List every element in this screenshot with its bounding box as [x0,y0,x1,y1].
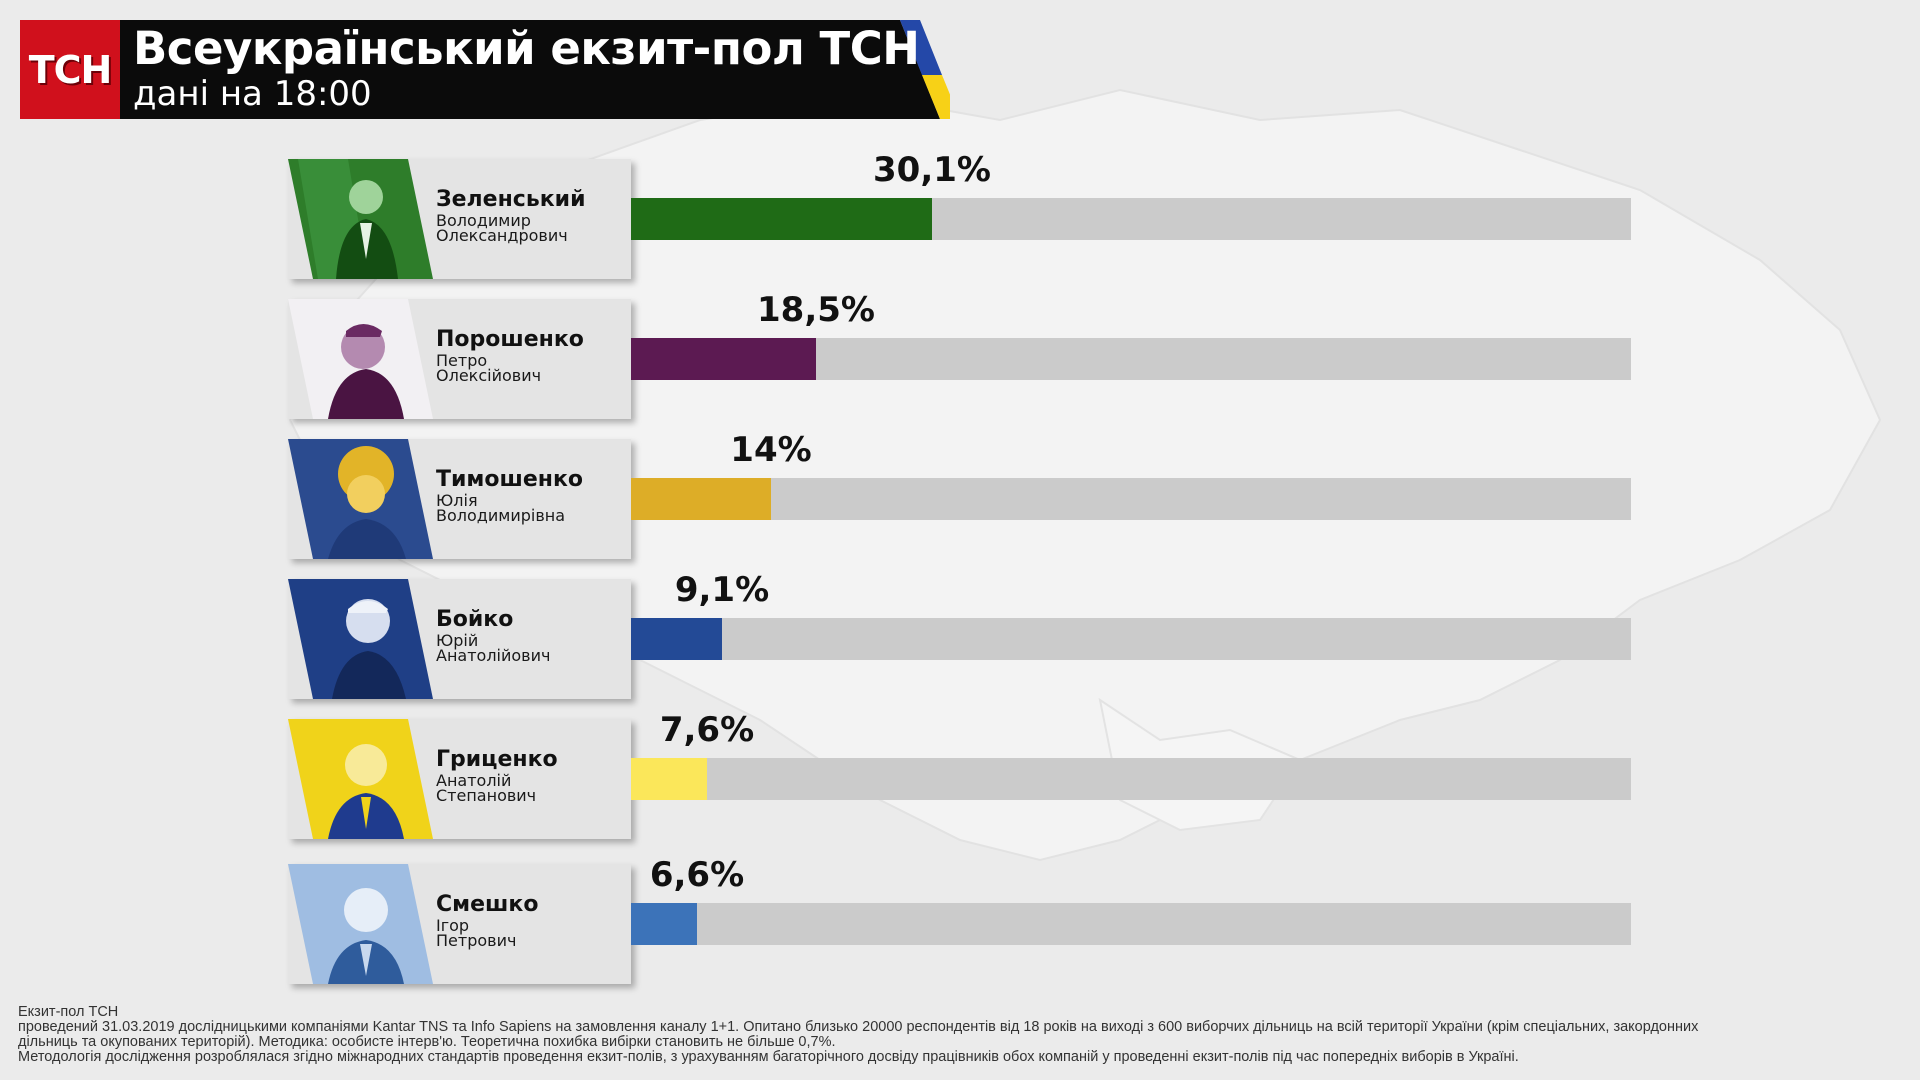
candidate-patronymic: Степанович [436,786,537,805]
bar-poroshenko [631,338,816,380]
bar-track: 7,6% [631,710,1631,800]
bar-zelensky [631,198,932,240]
candidate-card: Тимошенко Юлія Володимирівна [288,439,631,559]
value-label-poroshenko: 18,5% [757,290,875,330]
candidate-patronymic: Петрович [436,931,517,950]
candidate-last-name: Смешко [436,892,539,917]
value-label-tymoshenko: 14% [730,430,812,470]
candidate-first-name: Ігор [436,916,470,935]
candidate-photo-boyko [288,579,433,699]
page-subtitle: дані на 18:00 [133,74,372,114]
page-title: Всеукраїнський екзит-пол ТСН [133,22,920,75]
candidate-row-smeshko: Смешко Ігор Петрович 6,6% [288,855,1633,984]
candidate-card: Порошенко Петро Олексійович [288,299,631,419]
candidate-row-poroshenko: Порошенко Петро Олексійович 18,5% [288,290,1633,419]
bar-track: 9,1% [631,570,1631,660]
candidate-card: Смешко Ігор Петрович [288,864,631,984]
candidate-first-name: Володимир [436,211,531,230]
bar-hrytsenko [631,758,707,800]
candidate-photo-poroshenko [288,299,433,419]
candidate-row-tymoshenko: Тимошенко Юлія Володимирівна 14% [288,430,1633,559]
footnote-title: Екзит-пол ТСН [18,1004,119,1020]
footnote-method: проведений 31.03.2019 дослідницькими ком… [18,1019,1699,1035]
candidate-last-name: Гриценко [436,747,558,772]
candidate-photo-tymoshenko [288,439,433,559]
bar-tymoshenko [631,478,771,520]
bar-track: 18,5% [631,290,1631,380]
bar-track: 14% [631,430,1631,520]
flag-blue-stripe [900,20,942,75]
bar-boyko [631,618,722,660]
value-label-zelensky: 30,1% [873,150,991,190]
candidate-patronymic: Олександрович [436,226,568,245]
candidate-row-zelensky: Зеленський Володимир Олександрович 30,1% [288,150,1633,279]
candidate-first-name: Петро [436,351,488,370]
value-label-smeshko: 6,6% [649,855,745,895]
candidate-row-hrytsenko: Гриценко Анатолій Степанович 7,6% [288,710,1633,839]
candidate-photo-zelensky [288,159,433,279]
candidate-last-name: Порошенко [436,327,584,352]
footnote-method-cont: дільниць та окупованих територій). Метод… [18,1034,836,1050]
candidate-first-name: Анатолій [436,771,512,790]
candidate-card: Бойко Юрій Анатолійович [288,579,631,699]
candidate-row-boyko: Бойко Юрій Анатолійович 9,1% [288,570,1633,699]
header-banner-background [20,20,950,119]
candidate-last-name: Зеленський [436,187,586,212]
candidate-last-name: Бойко [436,607,514,632]
candidate-patronymic: Анатолійович [436,646,551,665]
value-label-boyko: 9,1% [674,570,770,610]
flag-yellow-stripe [922,75,950,119]
header-banner: ТСН Всеукраїнський екзит-пол ТСН дані на… [20,20,950,119]
candidate-photo-smeshko [288,864,433,984]
candidate-first-name: Юрій [436,631,479,650]
tsn-logo: ТСН [20,20,120,119]
candidate-patronymic: Володимирівна [436,506,566,525]
footnote-methodology: Методологія дослідження розроблялася згі… [18,1049,1519,1065]
bar-track: 30,1% [631,150,1631,240]
candidate-patronymic: Олексійович [436,366,542,385]
tsn-logo-text: ТСН [28,47,113,92]
bar-smeshko [631,903,697,945]
bar-track: 6,6% [631,855,1631,945]
candidate-card: Гриценко Анатолій Степанович [288,719,631,839]
footnote: Екзит-пол ТСН проведений 31.03.2019 досл… [18,1005,1893,1065]
candidate-card: Зеленський Володимир Олександрович [288,159,631,279]
candidate-last-name: Тимошенко [436,467,584,492]
candidate-photo-hrytsenko [288,719,433,839]
value-label-hrytsenko: 7,6% [659,710,755,750]
candidate-first-name: Юлія [436,491,478,510]
